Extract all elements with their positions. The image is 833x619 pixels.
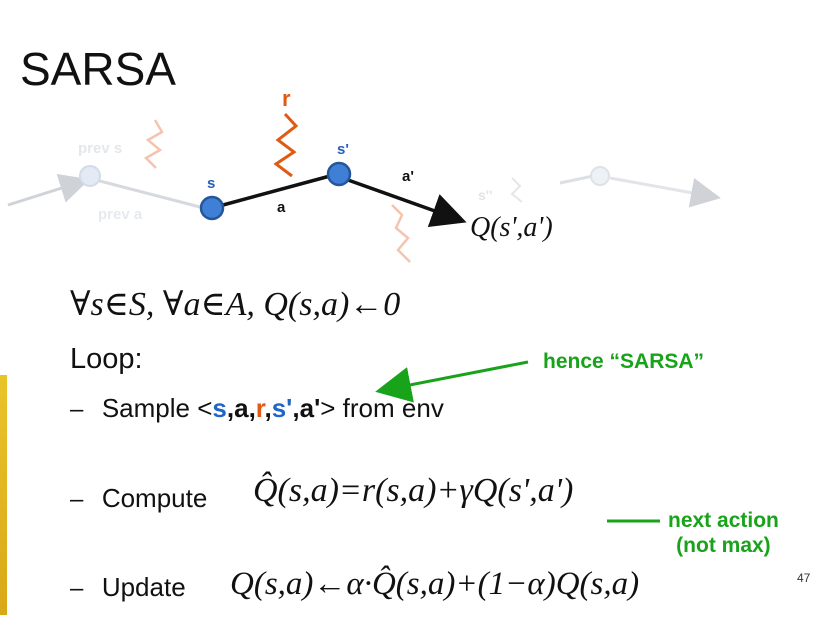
- ghost-reward-zigzag-next: [391, 204, 411, 263]
- reward-r-label: r: [282, 86, 291, 111]
- sample-bullet: – Sample <s,a,r,s',a'> from env: [70, 393, 444, 424]
- action-a-prime-arrow: [347, 178, 467, 228]
- loop-label: Loop:: [70, 343, 143, 375]
- ghost-prev-a-label: prev a: [98, 206, 143, 223]
- tuple-comma: ,: [248, 393, 256, 423]
- ghost-arrow-in: [7, 173, 90, 207]
- hence-sarsa-annotation: hence “SARSA”: [543, 350, 705, 373]
- state-s-label: s: [207, 175, 215, 192]
- sample-suffix: > from env: [320, 393, 444, 423]
- action-a-prime-label: a': [402, 168, 414, 185]
- state-s-prime-label: s': [337, 141, 349, 158]
- update-label: Update: [101, 572, 186, 602]
- ghost-arrow-prev-a: [95, 178, 201, 209]
- update-formula: Q(s,a)←α·Q̂(s,a)+(1−α)Q(s,a): [230, 566, 640, 602]
- compute-bullet: – Compute: [70, 483, 207, 514]
- next-action-annotation: next action (not max): [668, 508, 779, 558]
- state-s-node: [199, 195, 225, 221]
- bullet-dash: –: [70, 575, 84, 602]
- update-bullet: – Update: [70, 572, 186, 603]
- hence-arrow: [375, 360, 529, 403]
- reward-zigzag: [273, 112, 299, 178]
- action-a-label: a: [277, 199, 286, 216]
- page-number: 47: [797, 571, 811, 585]
- ghost-zigzag-faint: [510, 177, 523, 203]
- init-formula: ∀s∈S, ∀a∈A, Q(s,a)←0: [70, 286, 401, 323]
- ghost-prev-s-label: prev s: [78, 140, 122, 157]
- bullet-dash: –: [70, 396, 84, 423]
- next-action-line2: (not max): [676, 534, 771, 557]
- compute-formula: Q̂(s,a)=r(s,a)+γQ(s',a'): [253, 472, 574, 509]
- tuple-comma: ,: [264, 393, 272, 423]
- side-strip: [0, 375, 7, 615]
- tuple-comma: ,: [226, 393, 235, 423]
- bullet-dash: –: [70, 486, 84, 513]
- ghost-reward-zigzag: [143, 119, 164, 169]
- ghost-s-double-prime-label: s'': [478, 187, 492, 203]
- sample-prefix: Sample <: [101, 393, 213, 423]
- slide-title: SARSA: [20, 43, 176, 95]
- ghost-next-state-node: [590, 166, 610, 186]
- state-s-prime-node: [326, 161, 352, 187]
- tuple-s-prime: s': [271, 393, 293, 423]
- target-q-label: Q(s',a'): [470, 212, 553, 243]
- tuple-a-prime: a': [299, 393, 321, 423]
- tuple-r: r: [255, 393, 265, 423]
- tuple-comma: ,: [292, 393, 300, 423]
- next-action-line1: next action: [668, 509, 779, 532]
- compute-label: Compute: [101, 483, 208, 513]
- action-a-arrow: [211, 174, 331, 210]
- tuple-a: a: [234, 393, 249, 423]
- tuple-s: s: [212, 393, 227, 423]
- ghost-arrow-next: [559, 174, 594, 185]
- ghost-arrow-out: [609, 176, 721, 208]
- ghost-prev-state-node: [79, 165, 101, 187]
